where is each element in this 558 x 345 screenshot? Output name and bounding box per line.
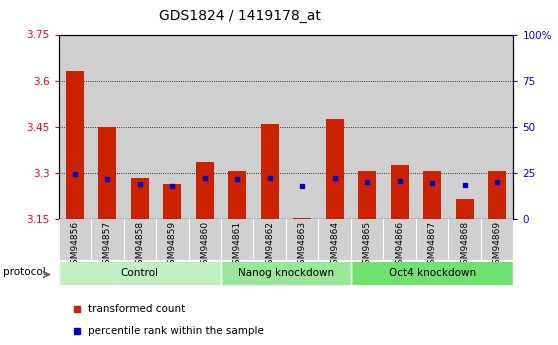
Text: protocol: protocol xyxy=(3,267,46,277)
Bar xyxy=(123,34,156,219)
Bar xyxy=(189,219,221,260)
Bar xyxy=(261,124,278,219)
Bar xyxy=(221,262,351,285)
Text: GSM94866: GSM94866 xyxy=(395,221,404,270)
Bar xyxy=(156,34,189,219)
Bar xyxy=(481,219,513,260)
Text: GSM94862: GSM94862 xyxy=(265,221,274,270)
Bar xyxy=(351,262,513,285)
Bar xyxy=(383,34,416,219)
Text: percentile rank within the sample: percentile rank within the sample xyxy=(88,326,264,336)
Text: GSM94858: GSM94858 xyxy=(135,221,145,270)
Bar xyxy=(423,171,441,219)
Bar xyxy=(383,219,416,260)
Text: GDS1824 / 1419178_at: GDS1824 / 1419178_at xyxy=(159,9,321,23)
Bar xyxy=(253,219,286,260)
Bar xyxy=(449,34,481,219)
Text: GSM94864: GSM94864 xyxy=(330,221,339,270)
Bar xyxy=(326,119,344,219)
Text: transformed count: transformed count xyxy=(88,304,185,314)
Bar xyxy=(228,171,246,219)
Text: GSM94856: GSM94856 xyxy=(70,221,79,270)
Bar xyxy=(123,219,156,260)
Text: Nanog knockdown: Nanog knockdown xyxy=(238,268,334,278)
Bar xyxy=(253,34,286,219)
Bar xyxy=(286,34,319,219)
Bar xyxy=(131,178,149,219)
Bar xyxy=(221,219,253,260)
Text: GSM94865: GSM94865 xyxy=(363,221,372,270)
Text: GSM94860: GSM94860 xyxy=(200,221,209,270)
Bar xyxy=(59,34,91,219)
Text: GSM94867: GSM94867 xyxy=(427,221,437,270)
Text: Control: Control xyxy=(121,268,159,278)
Bar xyxy=(449,219,481,260)
Bar xyxy=(286,219,319,260)
Text: Oct4 knockdown: Oct4 knockdown xyxy=(388,268,476,278)
Bar xyxy=(66,71,84,219)
Bar xyxy=(189,34,221,219)
Text: GSM94863: GSM94863 xyxy=(298,221,307,270)
Text: GSM94868: GSM94868 xyxy=(460,221,469,270)
Bar xyxy=(59,262,221,285)
Text: GSM94861: GSM94861 xyxy=(233,221,242,270)
Bar xyxy=(456,199,474,219)
Bar xyxy=(351,34,383,219)
Bar xyxy=(91,34,123,219)
Bar xyxy=(391,165,408,219)
Bar xyxy=(319,219,351,260)
Bar xyxy=(488,171,506,219)
Bar xyxy=(98,127,116,219)
Bar xyxy=(358,171,376,219)
Text: GSM94859: GSM94859 xyxy=(168,221,177,270)
Text: GSM94857: GSM94857 xyxy=(103,221,112,270)
Bar xyxy=(416,34,449,219)
Bar xyxy=(481,34,513,219)
Bar xyxy=(221,34,253,219)
Bar xyxy=(59,219,91,260)
Bar xyxy=(156,219,189,260)
Bar xyxy=(351,219,383,260)
Bar xyxy=(91,219,123,260)
Bar xyxy=(416,219,449,260)
Bar xyxy=(294,218,311,219)
Bar xyxy=(319,34,351,219)
Bar xyxy=(163,184,181,219)
Bar xyxy=(196,162,214,219)
Text: GSM94869: GSM94869 xyxy=(493,221,502,270)
